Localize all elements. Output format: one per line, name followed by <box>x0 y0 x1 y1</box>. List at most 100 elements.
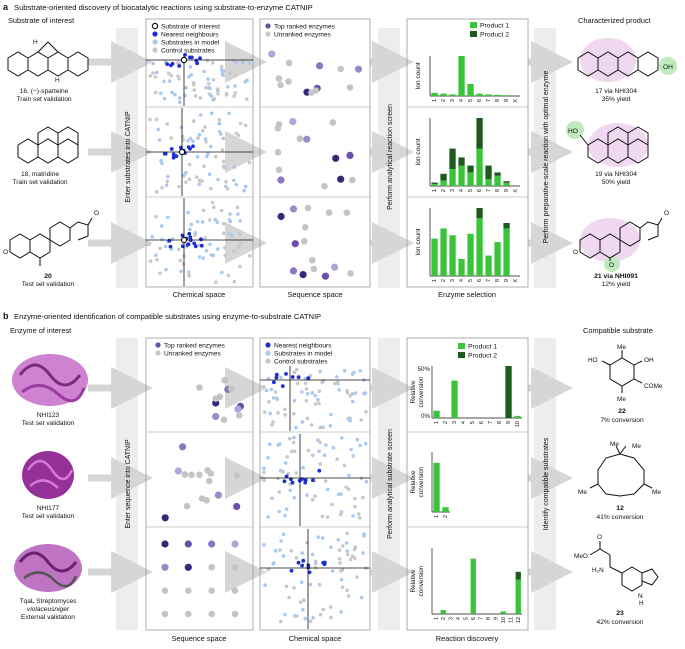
chem-point <box>193 94 198 98</box>
panel-b-chem-legend: Nearest neighbours Substrates in model C… <box>265 342 333 366</box>
chem-point <box>219 65 224 69</box>
chem-point <box>247 61 251 65</box>
nearest-neighbour-point <box>192 241 197 246</box>
substrate-20-set: Test set validation <box>22 281 75 288</box>
chem-point <box>238 121 243 126</box>
c12-me2: Me <box>610 441 619 448</box>
chem-point <box>200 220 205 224</box>
chem-point <box>358 369 363 373</box>
legend-b-product-1: Product 1 <box>468 344 497 351</box>
chem-point <box>155 258 159 262</box>
chem-point <box>157 138 162 142</box>
legend-top-ranked: Top ranked enzymes <box>274 24 336 31</box>
nearest-neighbour-point <box>280 384 285 388</box>
unranked-enzyme-point <box>347 270 354 277</box>
chem-point <box>154 214 158 219</box>
chem-point <box>154 190 159 194</box>
chem-point <box>339 577 344 582</box>
chem-point <box>221 222 226 226</box>
chem-point <box>202 69 206 74</box>
chem-point <box>362 532 366 536</box>
chem-point <box>160 224 164 228</box>
unranked-enzyme-point <box>161 587 169 594</box>
bar-tick-label: 7 <box>478 617 484 620</box>
chem-point <box>300 551 305 555</box>
bar-tick-label: X <box>513 99 519 103</box>
unranked-enzyme-point <box>337 65 345 73</box>
bar-product-2 <box>485 165 492 180</box>
chem-point <box>203 125 207 129</box>
chem-point <box>318 425 323 430</box>
chem-point <box>221 136 225 141</box>
bar-product-1 <box>476 93 483 96</box>
chem-point <box>262 470 266 475</box>
nearest-neighbour-point <box>307 570 312 575</box>
compound-23-name: 23 <box>616 610 624 617</box>
chem-point <box>215 247 220 251</box>
unranked-enzyme-point <box>275 75 283 82</box>
bar-tick-label: 9 <box>493 617 499 620</box>
chem-point <box>198 96 203 100</box>
unranked-enzyme-point <box>301 224 309 231</box>
bar-tick-label: 2 <box>441 617 447 620</box>
chem-point <box>281 470 285 474</box>
chem-point <box>291 440 296 445</box>
panel-b-flow-arrows <box>88 338 573 630</box>
chem-point <box>181 134 185 139</box>
chem-point <box>217 118 222 122</box>
chem-point <box>358 443 363 448</box>
nearest-neighbour-point <box>303 478 308 482</box>
nearest-neighbour-point <box>180 233 185 238</box>
unranked-enzyme-point <box>304 204 312 212</box>
chem-point <box>201 208 206 213</box>
unranked-enzyme-point <box>204 467 211 474</box>
chem-point <box>236 133 241 138</box>
chem-point <box>233 73 238 78</box>
chem-point <box>159 158 163 163</box>
chem-point <box>162 79 166 84</box>
c23-meo: MeO <box>574 553 588 560</box>
panel-a-title: Substrate-oriented discovery of biocatal… <box>14 3 313 12</box>
unranked-enzyme-point <box>275 121 283 128</box>
bar-y-bottom-tick: 0% <box>421 413 430 420</box>
chem-point <box>302 598 306 602</box>
bar-tick-label: 1 <box>432 279 438 282</box>
top-ranked-enzyme-point <box>161 514 169 522</box>
chem-point <box>283 413 288 417</box>
panel-a-chem-legend: Substrate of interest Nearest neighbours… <box>151 22 220 55</box>
chem-point <box>351 454 355 458</box>
chem-point <box>169 73 174 78</box>
panel-a-enter-label: Enter substrates into CATNIP <box>125 111 132 203</box>
chem-point <box>281 532 286 536</box>
unranked-enzyme-point <box>231 564 239 571</box>
chem-point <box>231 178 236 183</box>
chem-point <box>264 388 269 393</box>
product-21-name: 21 via NHI091 <box>594 273 638 280</box>
chem-point <box>232 165 236 169</box>
chem-point <box>208 86 212 91</box>
chem-point <box>283 461 288 465</box>
chem-point <box>294 425 298 430</box>
nearest-neighbour-point <box>191 144 195 149</box>
bar-y-label-2: conversion <box>418 376 425 407</box>
product-21-oxo3: O <box>609 262 614 269</box>
chem-point <box>205 58 210 63</box>
chem-point <box>268 411 273 416</box>
chem-point <box>356 512 361 516</box>
chem-point <box>216 92 220 96</box>
top-ranked-enzyme-point <box>291 240 299 248</box>
chem-point <box>165 179 170 184</box>
unranked-enzyme-point <box>220 416 228 424</box>
chem-point <box>272 561 276 565</box>
chem-point <box>328 424 333 428</box>
bar-tick-label: 9 <box>504 99 510 102</box>
substrate-18-name: 18, matridine <box>21 171 59 178</box>
chem-point <box>160 237 164 242</box>
chem-point <box>210 200 215 205</box>
bar-product-1 <box>515 579 521 614</box>
chem-point <box>179 269 183 274</box>
panel-b-bar-legend: Product 1 Product 2 <box>458 343 497 360</box>
nearest-neighbour-point <box>193 244 198 249</box>
chem-point <box>192 88 197 92</box>
legend-product-2: Product 2 <box>480 32 509 39</box>
